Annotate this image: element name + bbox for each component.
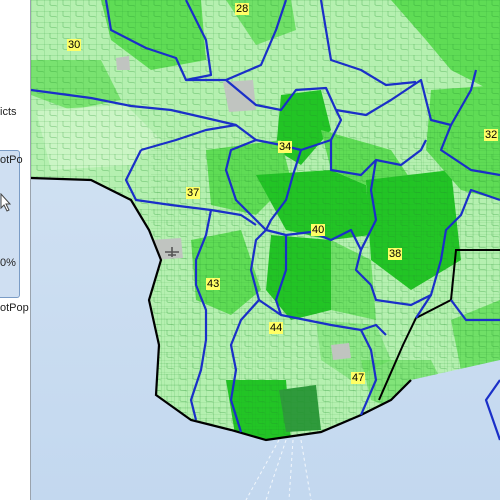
panel-label-totpop: otPo <box>0 154 23 166</box>
district-label-38[interactable]: 38 <box>388 248 403 260</box>
cursor-arrow-icon <box>0 193 12 212</box>
panel-label-totpop-2: otPop <box>0 302 29 314</box>
district-label-43[interactable]: 43 <box>206 278 221 290</box>
district-boundaries <box>31 0 500 441</box>
county-border <box>378 249 500 401</box>
map-canvas[interactable]: 30 28 34 32 37 40 38 43 44 47 <box>31 0 500 500</box>
coastline <box>31 176 412 442</box>
district-label-28[interactable]: 28 <box>235 3 250 15</box>
legend-panel: icts otPo 0% otPop <box>0 0 31 500</box>
district-label-34[interactable]: 34 <box>278 141 293 153</box>
map-svg[interactable] <box>31 0 500 500</box>
ocean <box>31 178 500 500</box>
district-label-44[interactable]: 44 <box>269 322 284 334</box>
airport-icon <box>165 247 179 257</box>
district-label-30[interactable]: 30 <box>67 39 82 51</box>
legend-layer-box[interactable]: otPo 0% <box>0 150 23 298</box>
district-label-40[interactable]: 40 <box>311 224 326 236</box>
shipping-lanes <box>245 439 312 500</box>
district-label-32[interactable]: 32 <box>484 129 499 141</box>
panel-label-percent: 0% <box>0 257 16 269</box>
district-label-47[interactable]: 47 <box>351 372 366 384</box>
district-label-37[interactable]: 37 <box>186 187 201 199</box>
panel-label-districts: icts <box>0 106 17 118</box>
